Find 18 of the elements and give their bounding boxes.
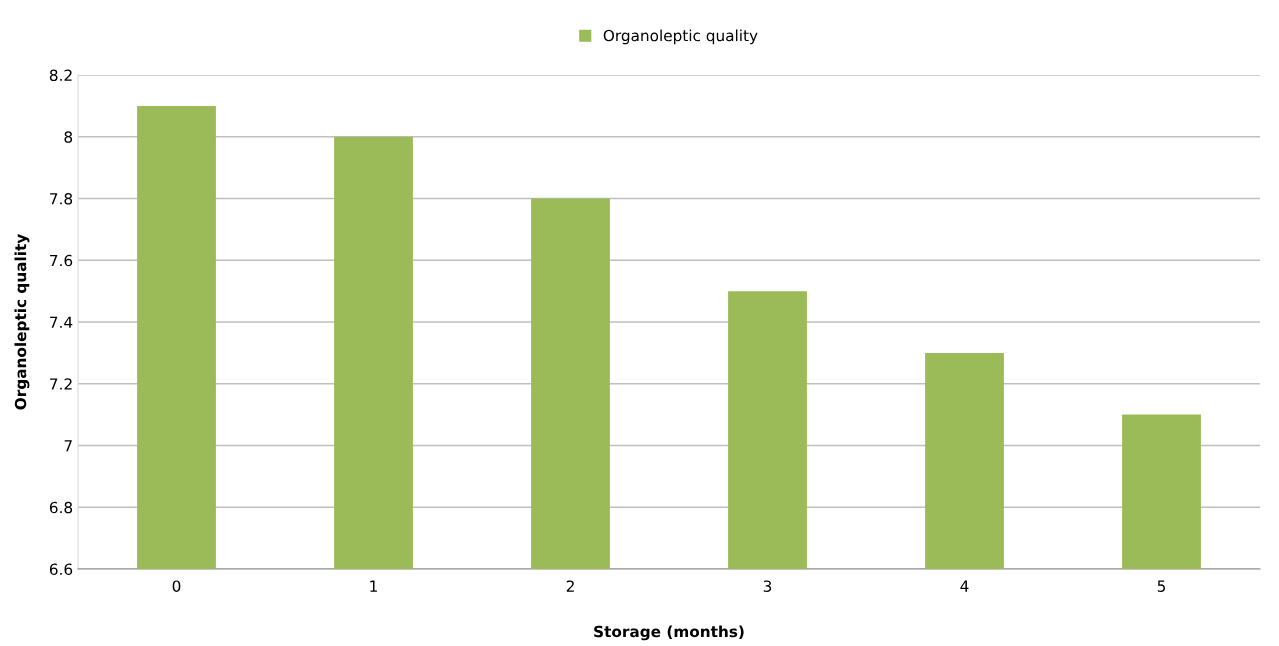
legend-label: Organoleptic quality <box>603 29 758 45</box>
y-axis-title: Organoleptic quality <box>14 234 30 410</box>
y-tick-label: 7.6 <box>50 254 73 267</box>
y-tick-label: 6.6 <box>49 563 73 576</box>
x-tick-label: 2 <box>566 580 574 592</box>
y-tick-label: 7.2 <box>50 378 72 390</box>
x-axis-title: Storage (months) <box>594 625 744 641</box>
x-tick-label: 5 <box>1157 580 1166 592</box>
x-tick-label: 1 <box>370 580 377 592</box>
x-tick-label: 3 <box>763 580 772 592</box>
y-tick-label: 7.4 <box>50 316 73 328</box>
x-tick-label: 0 <box>172 580 181 592</box>
y-tick-label: 8.2 <box>49 69 72 82</box>
y-tick-label: 8 <box>64 131 73 143</box>
y-tick-label: 7 <box>64 440 72 452</box>
x-tick-label: 4 <box>960 580 969 592</box>
y-tick-label: 6.8 <box>49 501 73 514</box>
y-tick-label: 7.8 <box>50 192 73 205</box>
